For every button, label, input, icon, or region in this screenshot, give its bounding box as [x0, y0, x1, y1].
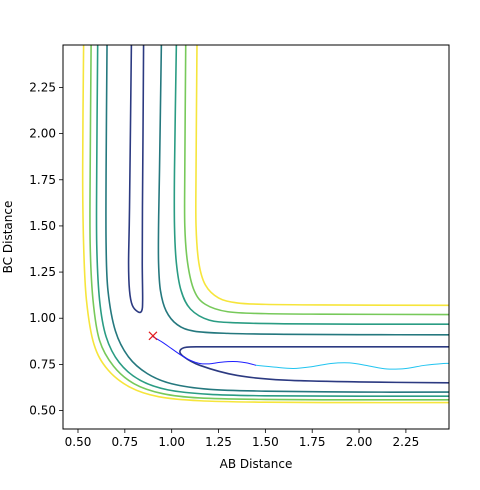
x-tick-label: 0.75	[111, 435, 138, 449]
y-tick-label: 1.75	[29, 173, 56, 187]
y-tick-label: 2.25	[29, 80, 56, 94]
contour-line-1-1	[105, 45, 449, 393]
contour-line-3-0	[183, 45, 449, 316]
trajectory-oscillation-line	[255, 362, 449, 370]
y-axis-label: BC Distance	[1, 201, 15, 274]
y-tick-label: 0.50	[29, 404, 56, 418]
y-axis-ticks: 0.50 0.75 1.00 1.25 1.50 1.75 2.00 2.25	[29, 80, 63, 418]
x-tick-label: 1.50	[252, 435, 279, 449]
x-tick-label: 0.50	[65, 435, 92, 449]
start-marker	[148, 331, 158, 341]
axes-background	[63, 45, 449, 429]
x-tick-label: 2.25	[393, 435, 420, 449]
y-tick-label: 1.50	[29, 219, 56, 233]
plot-area	[62, 44, 450, 430]
start-marker-stroke-b	[148, 331, 158, 341]
series-layer	[81, 45, 449, 404]
contour-line-1-0	[157, 45, 449, 336]
contour-line-4-0	[194, 45, 449, 307]
trajectory-line	[152, 336, 257, 366]
y-tick-label: 1.25	[29, 265, 56, 279]
contour-line-2-0	[173, 45, 449, 325]
contour-line-3-1	[89, 45, 449, 401]
x-axis-ticks: 0.50 0.75 1.00 1.25 1.50 1.75 2.00 2.25	[65, 429, 420, 449]
contour-line-4-1	[81, 45, 449, 404]
contour-line-2-1	[95, 45, 449, 397]
x-tick-label: 2.00	[346, 435, 373, 449]
x-tick-label: 1.00	[158, 435, 185, 449]
contour-line-0-0	[127, 45, 145, 314]
x-tick-label: 1.75	[299, 435, 326, 449]
axes-frame	[62, 44, 450, 430]
x-tick-label: 1.25	[205, 435, 232, 449]
y-tick-label: 1.00	[29, 311, 56, 325]
x-axis-label: AB Distance	[220, 457, 293, 471]
y-tick-label: 2.00	[29, 127, 56, 141]
y-tick-label: 0.75	[29, 357, 56, 371]
